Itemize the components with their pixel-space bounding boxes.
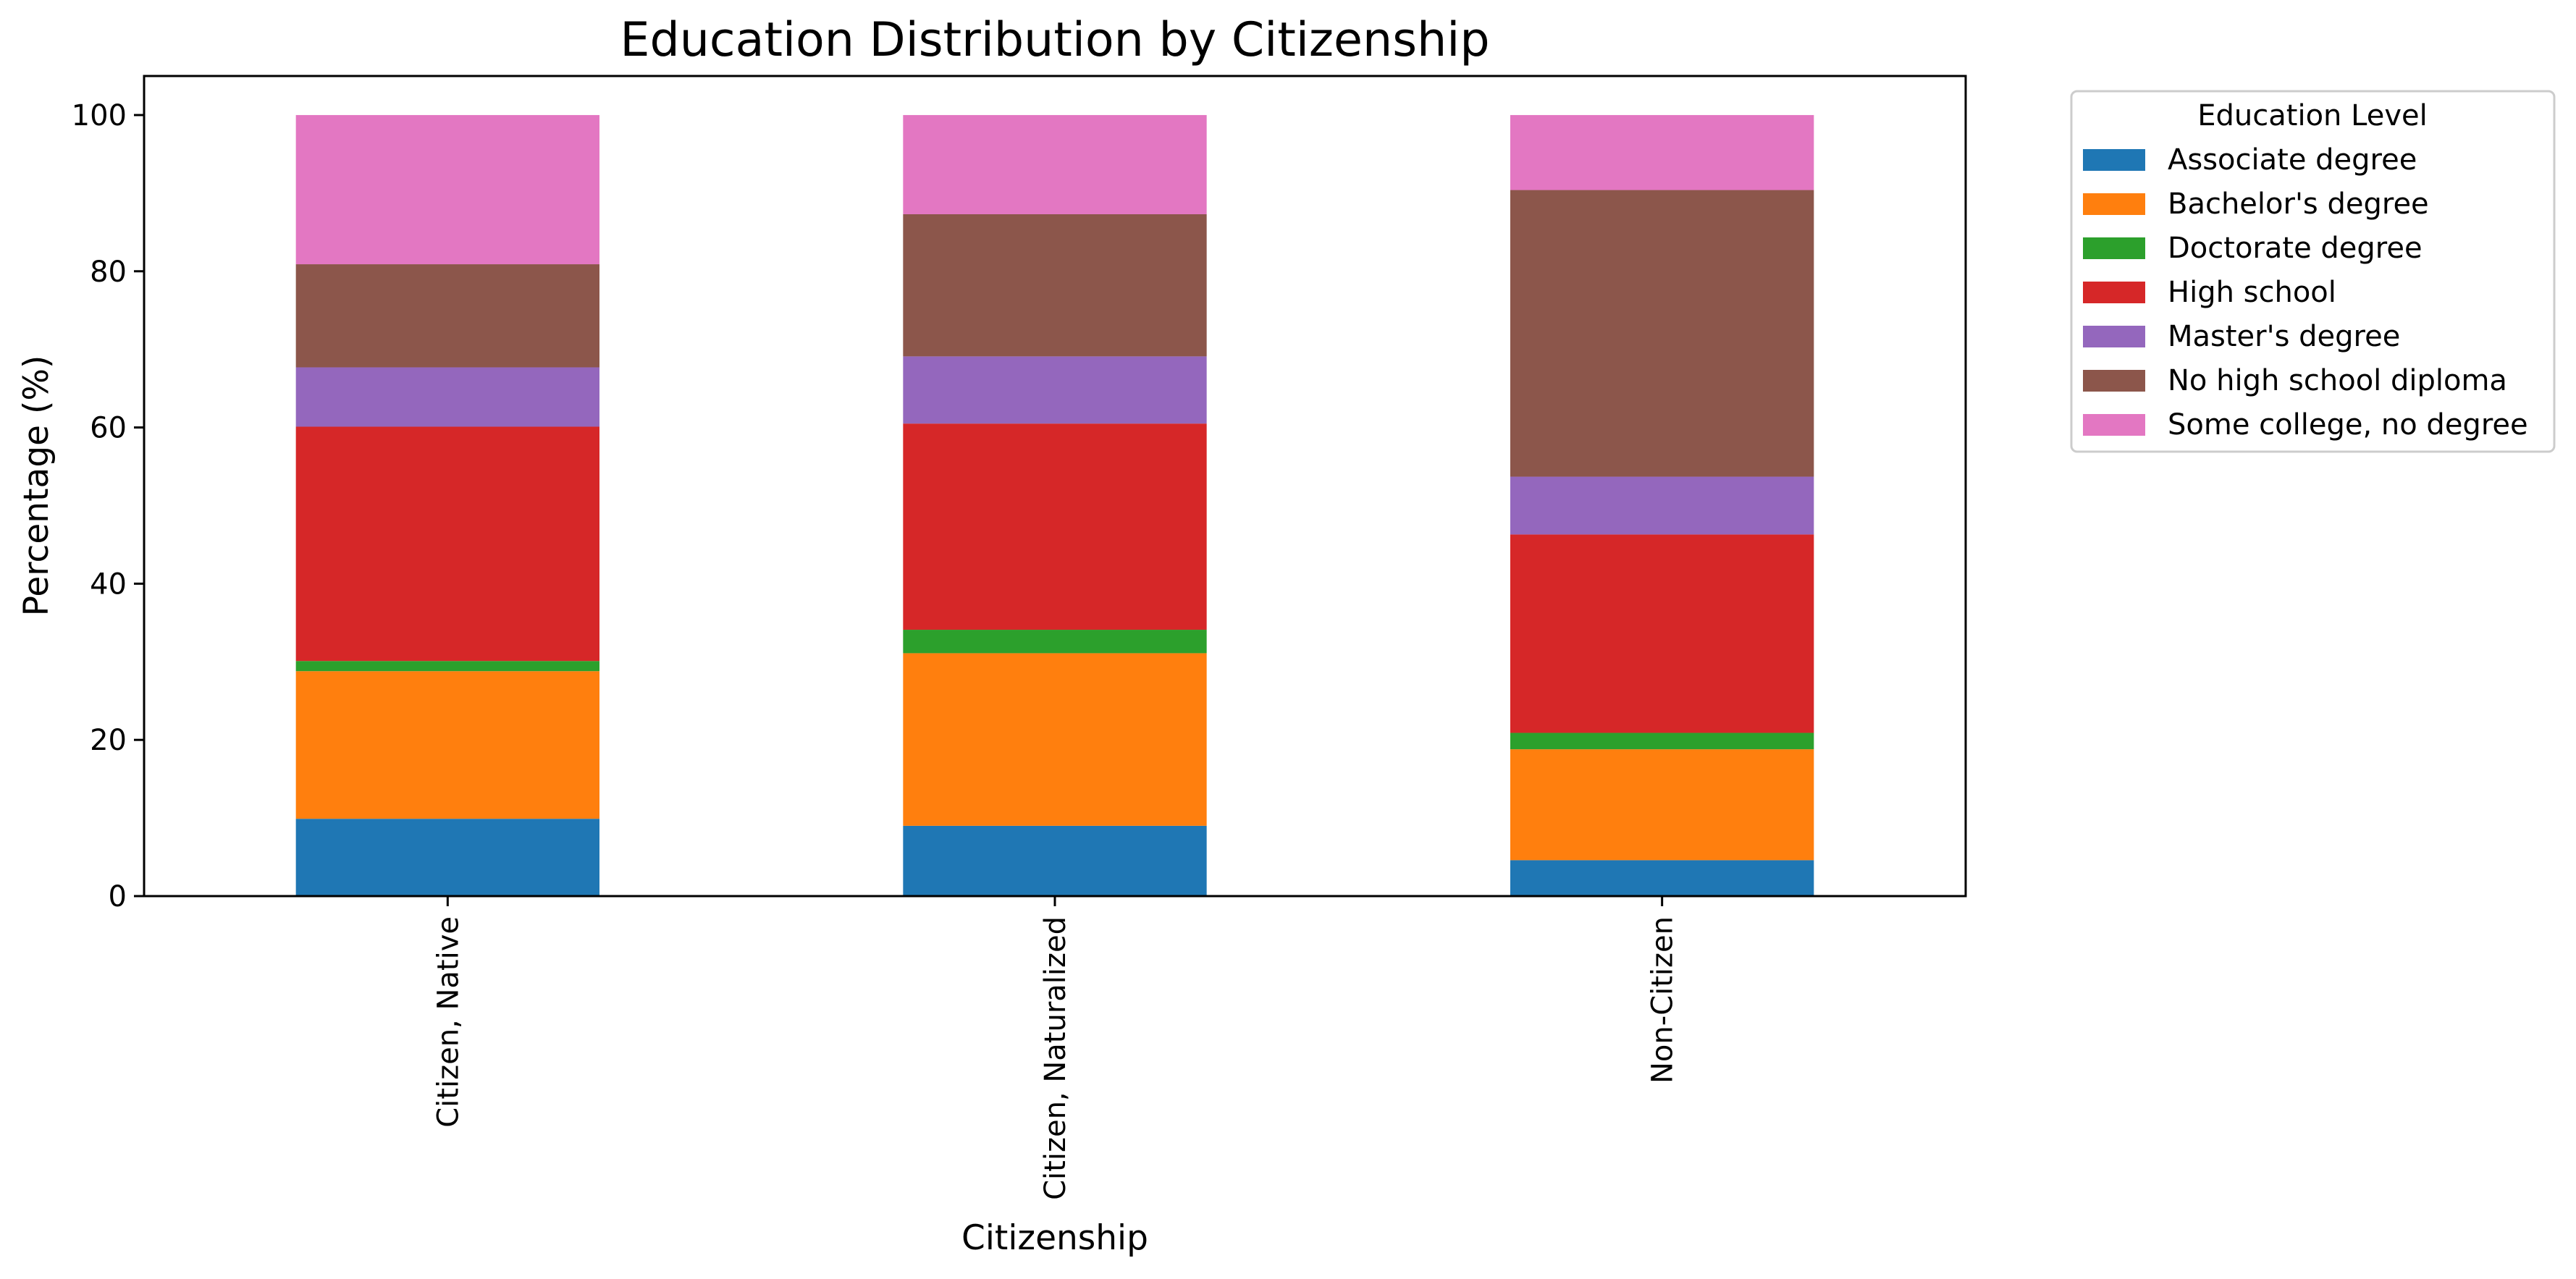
bar-segment-0-0: [295, 819, 599, 896]
bar-segment-6-1: [903, 114, 1207, 214]
legend-label-6: Some college, no degree: [2168, 408, 2528, 442]
legend-swatch-5: [2083, 370, 2145, 392]
x-tick-label-0: Citizen, Native: [432, 916, 465, 1128]
x-tick-label-2: Non-Citizen: [1646, 916, 1680, 1084]
legend-swatch-3: [2083, 282, 2145, 303]
y-tick-label-1: 20: [90, 724, 127, 757]
legend-label-3: High school: [2168, 276, 2336, 309]
x-tick-label-1: Citizen, Naturalized: [1039, 916, 1072, 1200]
y-axis: 0 20 40 60 80 100: [72, 99, 144, 913]
legend: Education Level Associate degree Bachelor…: [2070, 90, 2556, 453]
bar-segment-5-0: [295, 264, 599, 368]
bar-segment-4-1: [903, 356, 1207, 424]
bar-segment-6-0: [295, 114, 599, 265]
legend-label-0: Associate degree: [2168, 143, 2417, 177]
legend-swatch-2: [2083, 237, 2145, 259]
legend-label-1: Bachelor's degree: [2168, 187, 2429, 221]
legend-swatch-0: [2083, 149, 2145, 171]
legend-swatch-1: [2083, 193, 2145, 215]
y-tick-label-0: 0: [109, 880, 127, 913]
bars-group: [295, 114, 1814, 896]
legend-swatch-4: [2083, 326, 2145, 347]
legend-box: [2070, 90, 2556, 453]
bar-segment-2-0: [295, 661, 599, 672]
bar-segment-0-2: [1510, 860, 1814, 896]
bar-segment-5-2: [1510, 190, 1814, 477]
bar-segment-3-1: [903, 423, 1207, 630]
chart-title: Education Distribution by Citizenship: [620, 13, 1489, 67]
bar-segment-6-2: [1510, 114, 1814, 190]
bar-segment-2-1: [903, 630, 1207, 654]
y-tick-label-3: 60: [90, 412, 127, 445]
legend-label-2: Doctorate degree: [2168, 232, 2423, 265]
bar-segment-1-2: [1510, 749, 1814, 861]
bar-segment-1-0: [295, 671, 599, 819]
bar-segment-3-0: [295, 426, 599, 662]
legend-swatch-6: [2083, 414, 2145, 436]
y-tick-label-2: 40: [90, 567, 127, 601]
y-axis-label: Percentage (%): [17, 355, 56, 617]
x-axis-label: Citizenship: [961, 1218, 1148, 1258]
legend-items: Associate degree Bachelor's degree Doctora…: [2083, 143, 2528, 442]
bar-segment-0-1: [903, 825, 1207, 896]
bar-segment-5-1: [903, 214, 1207, 357]
legend-label-4: Master's degree: [2168, 320, 2400, 353]
bar-segment-1-1: [903, 653, 1207, 826]
legend-label-5: No high school diploma: [2168, 364, 2507, 397]
x-axis: Citizen, Native Citizen, Naturalized Non-C…: [432, 896, 1680, 1200]
bar-segment-4-2: [1510, 476, 1814, 535]
y-tick-label-4: 80: [90, 256, 127, 289]
bar-segment-4-0: [295, 367, 599, 427]
legend-title: Education Level: [2197, 99, 2427, 132]
bar-segment-3-2: [1510, 534, 1814, 733]
bar-segment-2-2: [1510, 733, 1814, 750]
y-tick-label-5: 100: [72, 99, 127, 132]
